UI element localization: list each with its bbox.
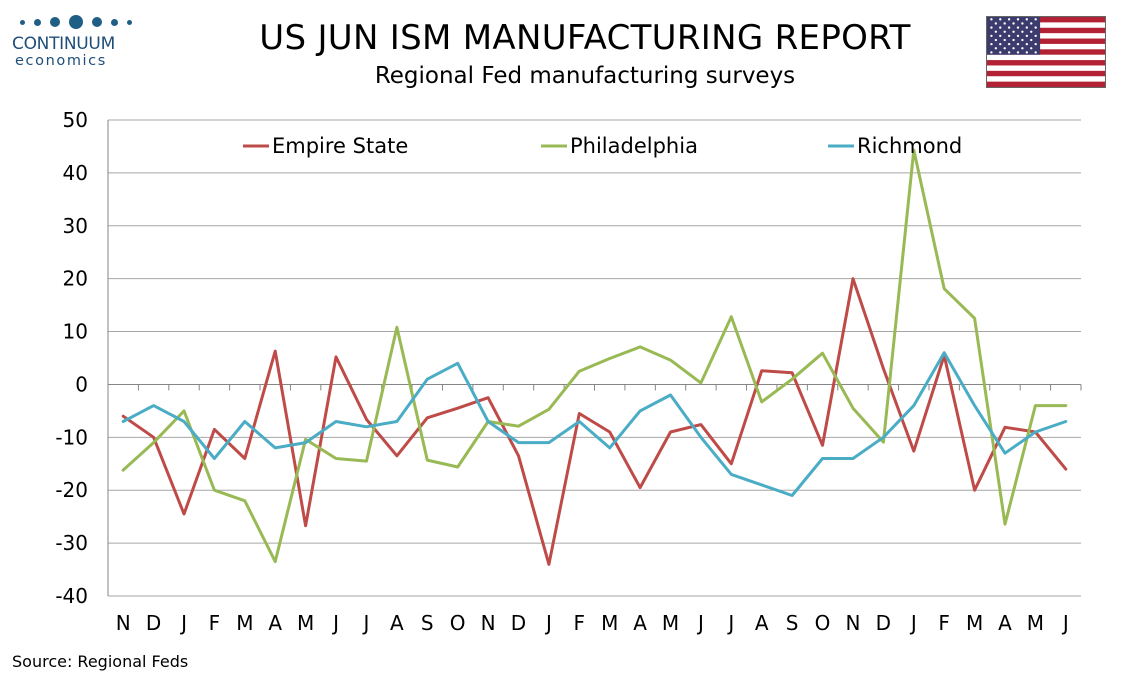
chart-title: US JUN ISM MANUFACTURING REPORT — [259, 18, 911, 58]
x-tick-label: M — [601, 611, 618, 635]
x-tick-label: F — [574, 611, 586, 635]
x-tick-label: N — [481, 611, 496, 635]
continuum-economics-logo: CONTINUUM economics — [12, 14, 137, 76]
x-tick-label: O — [815, 611, 831, 635]
x-tick-label: J — [696, 611, 704, 635]
chart-subtitle: Regional Fed manufacturing surveys — [374, 63, 796, 89]
y-tick-label: 40 — [63, 161, 88, 185]
x-tick-label: N — [116, 611, 131, 635]
y-tick-label: -10 — [55, 425, 88, 449]
x-tick-label: S — [786, 611, 799, 635]
y-tick-label: 20 — [63, 267, 88, 291]
x-tick-label: M — [297, 611, 314, 635]
y-tick-label: -40 — [55, 584, 88, 608]
y-tick-label: 0 — [75, 372, 88, 396]
x-tick-label: D — [146, 611, 161, 635]
x-tick-label: F — [209, 611, 221, 635]
legend-label: Philadelphia — [570, 134, 698, 158]
x-tick-label: J — [726, 611, 734, 635]
x-tick-label: J — [362, 611, 370, 635]
x-tick-label: A — [633, 611, 647, 635]
logo-wordmark: CONTINUUM — [12, 34, 115, 54]
source-note: Source: Regional Feds — [12, 652, 189, 671]
legend-label: Richmond — [857, 134, 962, 158]
x-tick-label: M — [966, 611, 983, 635]
x-tick-label: A — [998, 611, 1012, 635]
x-tick-label: J — [179, 611, 187, 635]
x-tick-label: A — [390, 611, 404, 635]
x-tick-label: J — [909, 611, 917, 635]
x-tick-label: M — [236, 611, 253, 635]
x-tick-label: O — [450, 611, 466, 635]
y-tick-label: -30 — [55, 531, 88, 555]
us-flag-icon — [986, 16, 1106, 88]
x-tick-label: S — [421, 611, 434, 635]
x-tick-label: M — [1027, 611, 1044, 635]
series-line-philadelphia — [121, 148, 1068, 564]
x-tick-label: D — [511, 611, 526, 635]
x-tick-label: A — [755, 611, 769, 635]
logo-dots-icon — [20, 14, 137, 30]
y-tick-label: 10 — [63, 320, 88, 344]
series-line-empire-state — [121, 277, 1068, 566]
y-tick-label: 50 — [63, 108, 88, 132]
logo-subtext: economics — [15, 53, 107, 69]
x-tick-label: J — [544, 611, 552, 635]
x-tick-label: A — [268, 611, 282, 635]
x-tick-label: J — [1061, 611, 1069, 635]
x-tick-label: J — [331, 611, 339, 635]
y-tick-label: 30 — [63, 214, 88, 238]
x-tick-label: D — [876, 611, 891, 635]
series-line-richmond — [121, 351, 1068, 497]
x-tick-label: M — [662, 611, 679, 635]
legend-label: Empire State — [272, 134, 408, 158]
x-tick-label: F — [938, 611, 950, 635]
x-tick-label: N — [845, 611, 860, 635]
y-tick-label: -20 — [55, 478, 88, 502]
